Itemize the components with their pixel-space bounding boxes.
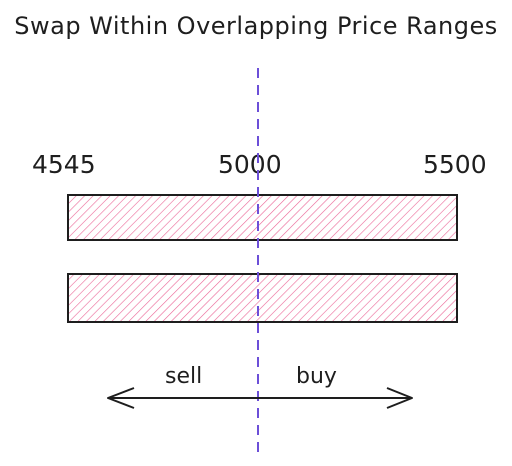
liquidity-range-1 (67, 194, 458, 241)
price-label-current: 5000 (218, 150, 282, 179)
liquidity-range-2 (67, 273, 458, 323)
sell-label: sell (165, 364, 203, 389)
price-label-lower: 4545 (32, 150, 96, 179)
sell-arrow (107, 387, 258, 409)
buy-label: buy (296, 364, 337, 389)
buy-arrow (258, 387, 413, 409)
diagram-title: Swap Within Overlapping Price Ranges (14, 12, 498, 40)
price-label-upper: 5500 (423, 150, 487, 179)
